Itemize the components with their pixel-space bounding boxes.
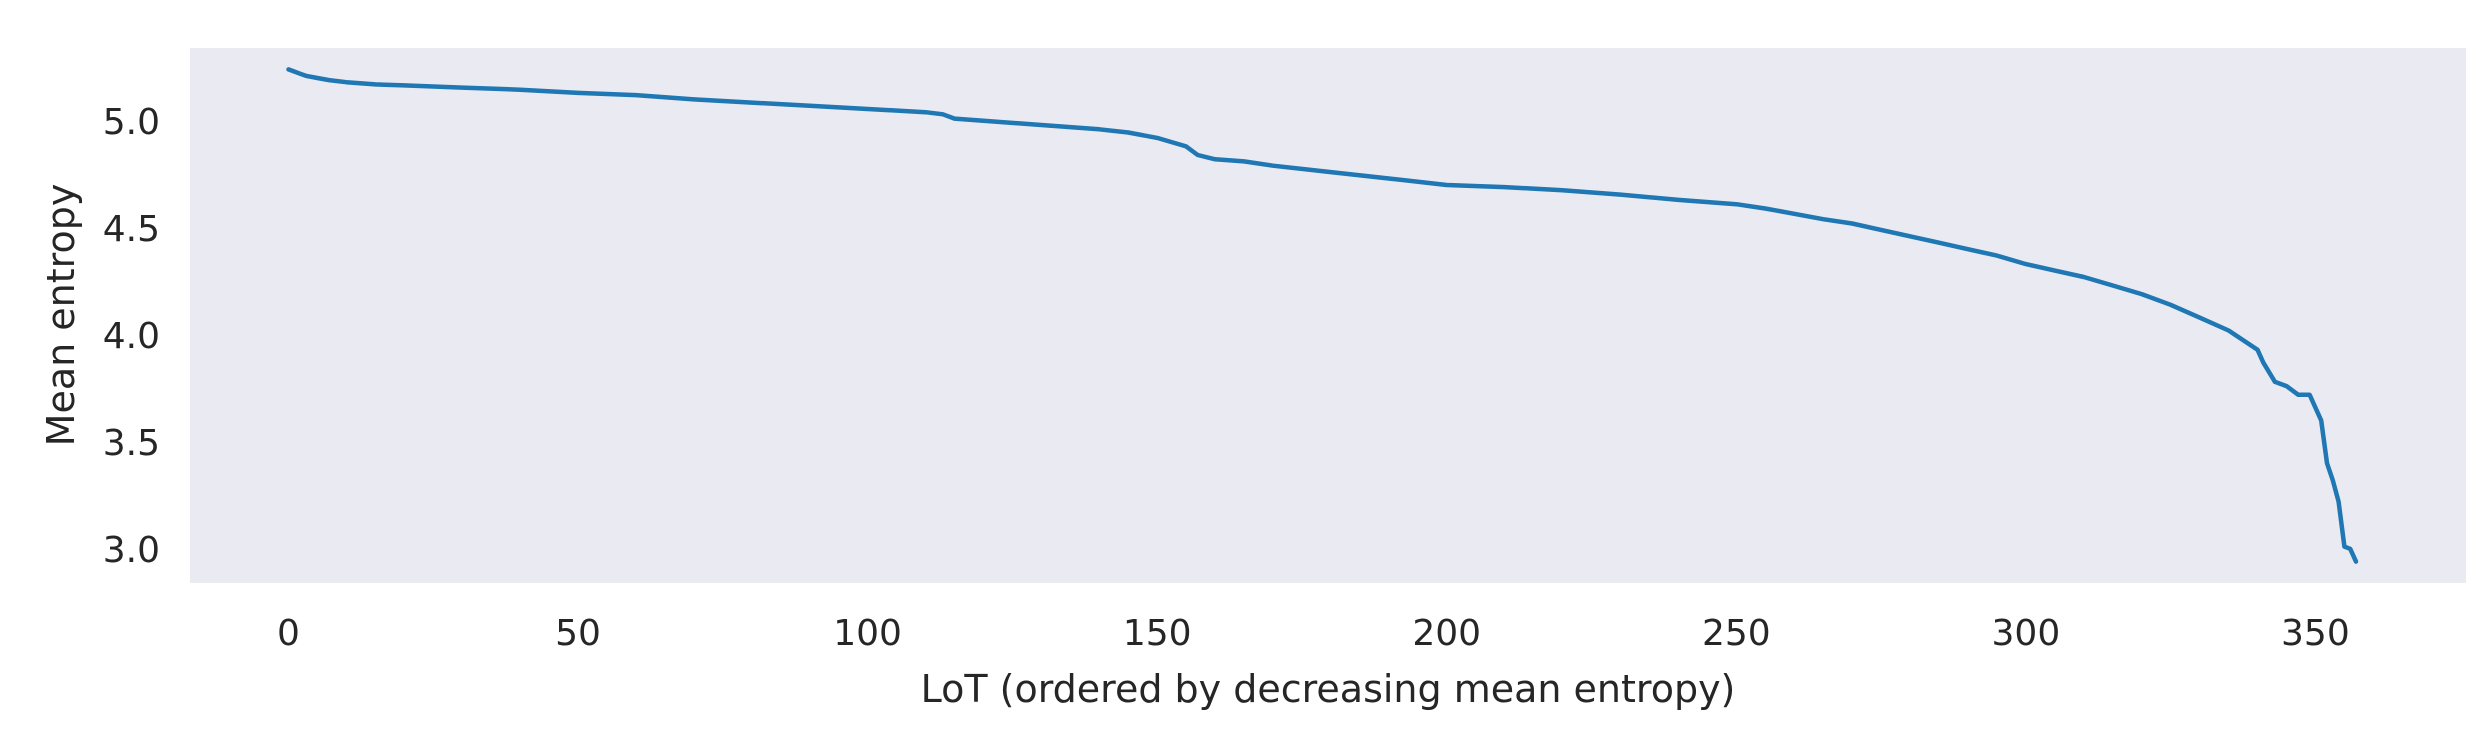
x-tick-label: 50 [555, 613, 601, 654]
x-tick-label: 350 [2281, 613, 2350, 654]
y-tick-label: 3.5 [103, 423, 160, 464]
y-axis-ticks: 3.0 3.5 4.0 4.5 5.0 [103, 102, 160, 571]
x-axis-ticks: 0 50 100 150 200 250 300 350 [277, 613, 2350, 654]
y-axis-label: Mean entropy [39, 184, 83, 447]
x-tick-label: 250 [1702, 613, 1771, 654]
y-tick-label: 4.5 [103, 209, 160, 250]
x-tick-label: 100 [833, 613, 902, 654]
x-tick-label: 0 [277, 613, 300, 654]
series-lines [286, 67, 2359, 564]
y-tick-label: 4.0 [103, 316, 160, 357]
plot-area [190, 48, 2466, 583]
x-tick-label: 150 [1123, 613, 1192, 654]
y-tick-label: 3.0 [103, 530, 160, 571]
x-tick-label: 300 [1992, 613, 2061, 654]
y-tick-label: 5.0 [103, 102, 160, 143]
x-tick-label: 200 [1412, 613, 1481, 654]
x-axis-label: LoT (ordered by decreasing mean entropy) [921, 667, 1736, 711]
series-line [286, 67, 2359, 564]
